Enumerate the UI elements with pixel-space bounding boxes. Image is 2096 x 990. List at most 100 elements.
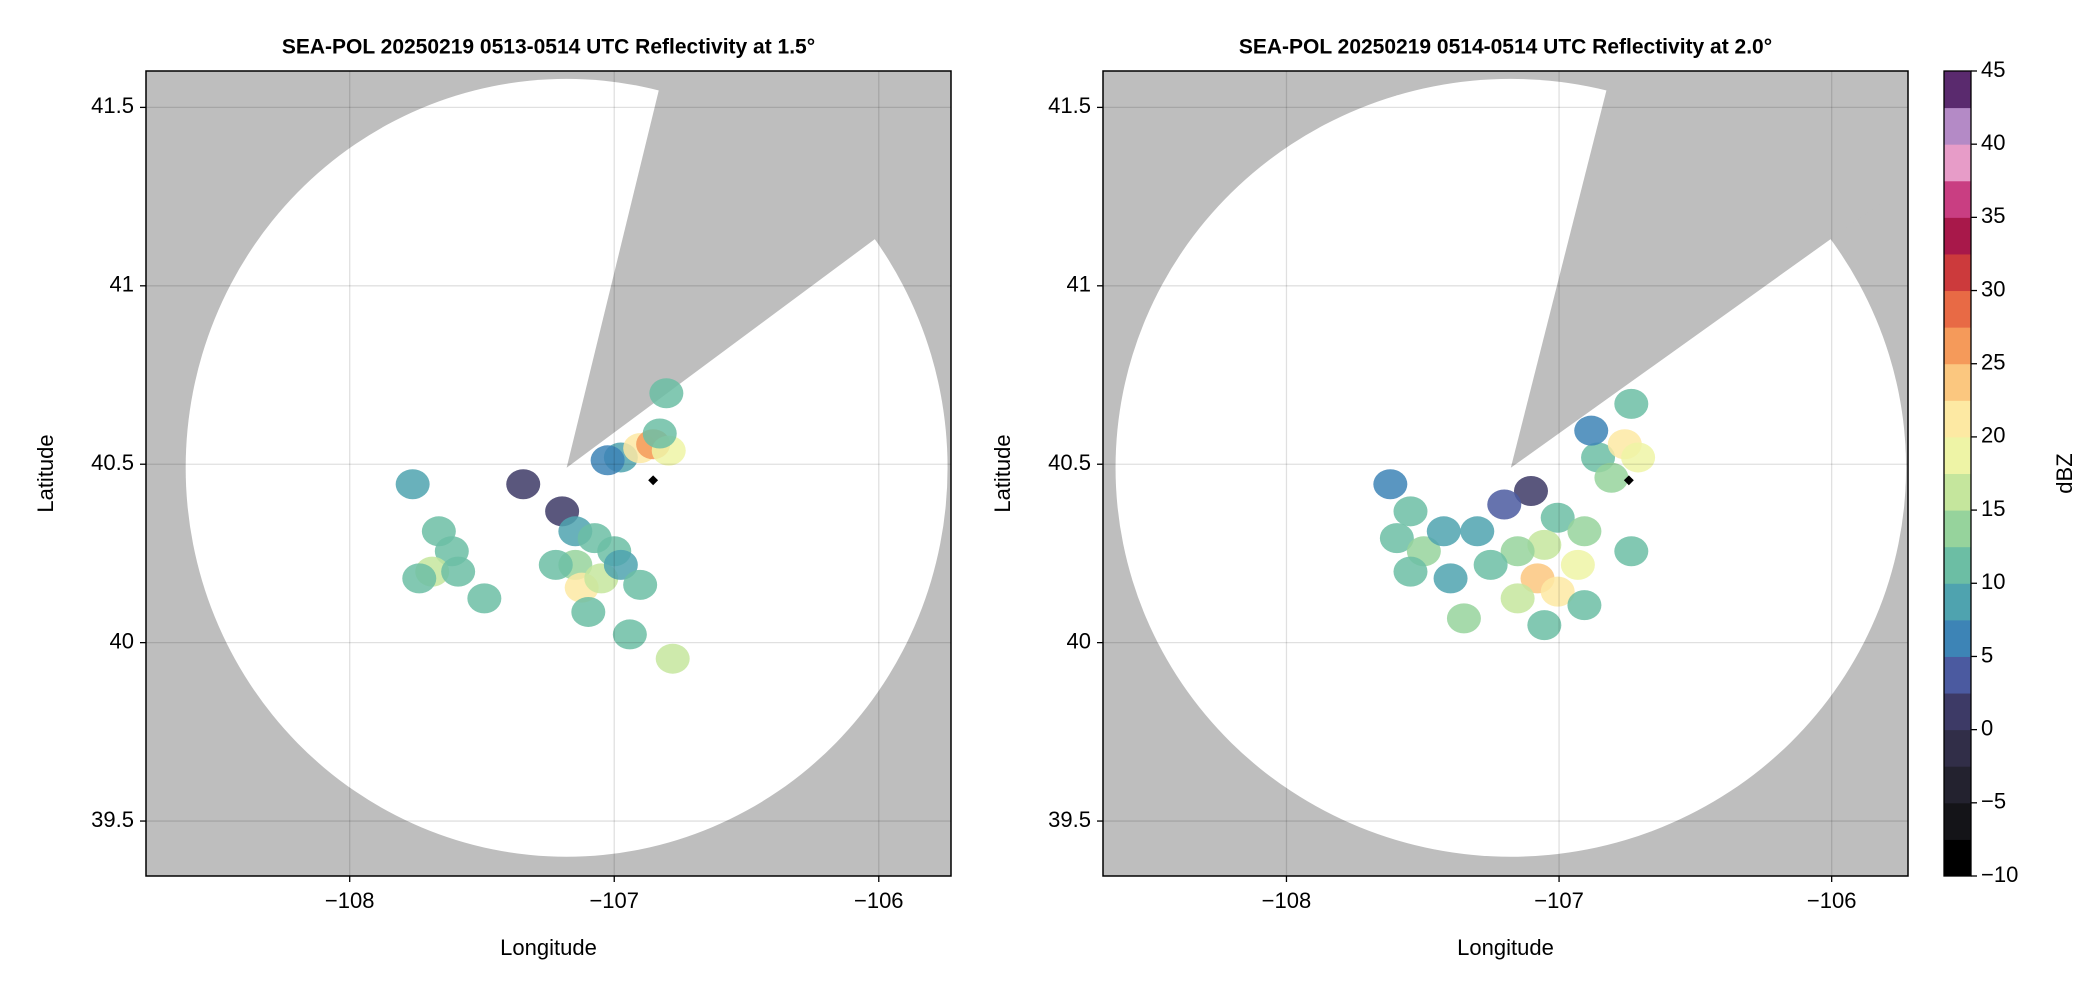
- echo-cell: [1426, 516, 1461, 547]
- echo-cell: [441, 556, 476, 587]
- y-tick-label: 40.5: [1048, 450, 1091, 475]
- echo-cell: [1487, 489, 1522, 520]
- echo-cell: [623, 569, 658, 600]
- colorbar-band: [1944, 546, 1971, 584]
- echo-cell: [1473, 549, 1508, 580]
- echo-cell: [1433, 563, 1468, 594]
- echo-cell: [1393, 556, 1428, 587]
- echo-cell: [1567, 590, 1602, 621]
- echo-cell: [1527, 529, 1562, 560]
- y-tick-label: 41.5: [1048, 93, 1091, 118]
- plot-area: [146, 71, 951, 876]
- echo-cell: [642, 418, 677, 449]
- echo-cell: [1560, 549, 1595, 580]
- colorbar-band: [1944, 473, 1971, 511]
- colorbar-tick-label: 15: [1981, 496, 2005, 521]
- colorbar-band: [1944, 107, 1971, 145]
- echo-cell: [402, 563, 437, 594]
- colorbar-tick-label: 45: [1981, 57, 2005, 82]
- radar-site: [648, 475, 659, 486]
- colorbar-band: [1944, 290, 1971, 328]
- echo-cell: [1527, 610, 1562, 641]
- echo-cell: [1540, 502, 1575, 533]
- echo-cell: [590, 445, 625, 476]
- echo-cell: [1446, 603, 1481, 634]
- echo-cell: [655, 643, 690, 674]
- y-tick-label: 40: [1067, 628, 1091, 653]
- colorbar-band: [1944, 180, 1971, 218]
- echo-cell: [538, 549, 573, 580]
- echo-cell: [1513, 475, 1548, 506]
- blocked-sector: [566, 71, 951, 468]
- y-tick-label: 41: [1067, 272, 1091, 297]
- colorbar-tick-label: 40: [1981, 130, 2005, 155]
- y-axis-label: Latitude: [990, 434, 1015, 512]
- x-tick-label: −107: [1534, 888, 1584, 913]
- plot-frame: [1102, 70, 1909, 877]
- echo-cell: [649, 378, 684, 409]
- echo-cell: [571, 596, 606, 627]
- y-tick-label: 39.5: [91, 807, 134, 832]
- colorbar-band: [1944, 510, 1971, 548]
- plot-area: [1103, 71, 1908, 876]
- echo-cell: [1460, 516, 1495, 547]
- x-tick-label: −106: [854, 888, 904, 913]
- colorbar-band: [1944, 71, 1971, 109]
- echo-cell: [1614, 536, 1649, 567]
- echo-cell: [1614, 388, 1649, 419]
- echo-cell: [1500, 583, 1535, 614]
- y-tick-label: 41.5: [91, 93, 134, 118]
- colorbar-band: [1944, 693, 1971, 731]
- echo-cell: [1373, 469, 1408, 500]
- colorbar-tick-label: −5: [1981, 789, 2006, 814]
- colorbar-band: [1944, 253, 1971, 292]
- radar-site: [1623, 475, 1634, 486]
- colorbar-band: [1944, 583, 1971, 621]
- colorbar-tick-label: 35: [1981, 203, 2005, 228]
- echo-cell: [603, 549, 638, 580]
- echo-cell: [1574, 415, 1609, 446]
- echo-cell: [1393, 496, 1428, 527]
- colorbar-label: dBZ: [2052, 453, 2077, 493]
- colorbar-band: [1944, 327, 1971, 365]
- y-tick-label: 40.5: [91, 450, 134, 475]
- echo-cell: [506, 469, 541, 500]
- blocked-sector: [1510, 71, 1908, 468]
- colorbar-tick-label: 25: [1981, 350, 2005, 375]
- y-axis-label: Latitude: [33, 434, 58, 512]
- echo-cell: [1621, 442, 1656, 473]
- colorbar-frame: [1943, 70, 1972, 877]
- x-tick-label: −108: [1262, 888, 1312, 913]
- chart-title: SEA-POL 20250219 0513-0514 UTC Reflectiv…: [282, 36, 815, 59]
- colorbar-band: [1944, 619, 1971, 657]
- colorbar-tick-label: 20: [1981, 423, 2005, 448]
- colorbar-tick-label: 0: [1981, 715, 1993, 740]
- colorbar-band: [1944, 839, 1971, 877]
- colorbar-band: [1944, 144, 1971, 182]
- x-axis-label: Longitude: [500, 935, 597, 960]
- echo-cell: [1567, 516, 1602, 547]
- colorbar-tick-label: 10: [1981, 569, 2005, 594]
- chart-title: SEA-POL 20250219 0514-0514 UTC Reflectiv…: [1239, 36, 1772, 59]
- x-tick-label: −107: [589, 888, 639, 913]
- echo-cell: [467, 583, 502, 614]
- echo-cell: [1500, 536, 1535, 567]
- colorbar-band: [1944, 656, 1971, 694]
- colorbar-band: [1944, 436, 1971, 474]
- echo-cell: [395, 469, 430, 500]
- echo-cell: [1379, 523, 1414, 554]
- colorbar-tick-label: −10: [1981, 862, 2018, 887]
- colorbar-band: [1944, 729, 1971, 767]
- colorbar-band: [1944, 400, 1971, 438]
- plot-frame: [145, 70, 952, 877]
- x-axis-label: Longitude: [1457, 935, 1554, 960]
- y-tick-label: 41: [110, 272, 134, 297]
- echo-cell: [1540, 576, 1575, 607]
- colorbar-band: [1944, 802, 1971, 840]
- colorbar-band: [1944, 766, 1971, 804]
- colorbar-band: [1944, 217, 1971, 255]
- x-tick-label: −108: [325, 888, 375, 913]
- colorbar-tick-label: 30: [1981, 276, 2005, 301]
- x-tick-label: −106: [1807, 888, 1857, 913]
